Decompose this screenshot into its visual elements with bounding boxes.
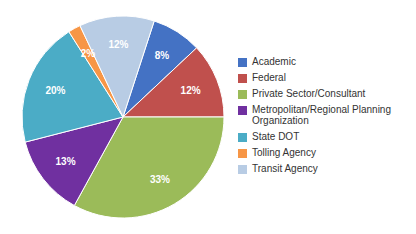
html-text:State DOT: State DOT (252, 130, 300, 142)
html-text:Organization: Organization (252, 114, 309, 126)
html-text:Metropolitan/Regional Planning: Metropolitan/Regional Planning (252, 103, 391, 115)
svg-text:12%: 12% (181, 85, 201, 96)
html-text:Academic: Academic (252, 55, 296, 67)
html-text:Private Sector/Consultant: Private Sector/Consultant (252, 87, 366, 99)
svg-text:20%: 20% (45, 85, 65, 96)
html-text:Tolling Agency: Tolling Agency (252, 146, 316, 158)
svg-text:33%: 33% (150, 174, 170, 185)
html-text:Federal: Federal (252, 71, 286, 83)
html-text:Transit Agency: Transit Agency (252, 162, 318, 174)
svg-text:12%: 12% (108, 39, 128, 50)
svg-text:8%: 8% (155, 50, 170, 61)
svg-text:13%: 13% (56, 156, 76, 167)
svg-text:2%: 2% (81, 48, 96, 59)
